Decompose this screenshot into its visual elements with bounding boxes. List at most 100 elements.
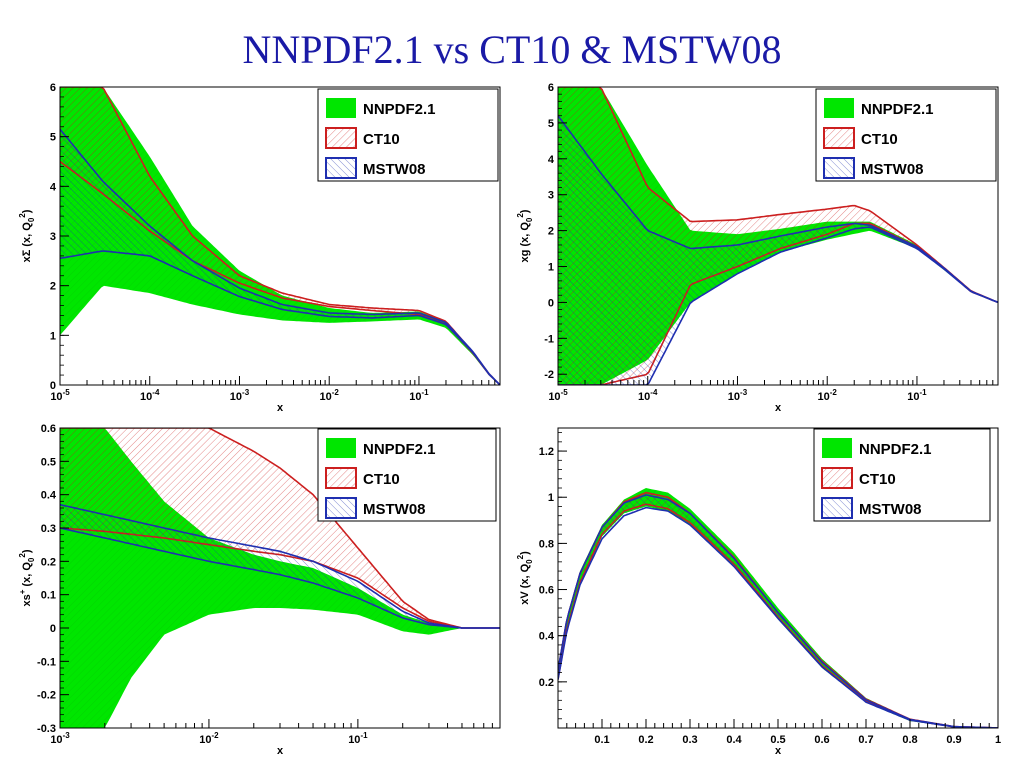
x-tick-label: 0.6 xyxy=(814,734,829,746)
x-tick-label: 0.3 xyxy=(682,734,697,746)
legend-label: CT10 xyxy=(859,471,896,488)
legend: NNPDF2.1 CT10 MSTW08 xyxy=(317,88,499,182)
y-tick-label: 0.6 xyxy=(41,423,56,435)
y-tick-label: 2 xyxy=(548,226,554,238)
legend-label: CT10 xyxy=(363,471,400,488)
y-tick-label: 0.4 xyxy=(41,490,57,502)
y-tick-label: 0 xyxy=(50,623,56,635)
ct10-band xyxy=(60,87,500,385)
legend-swatch-nnpdf xyxy=(822,438,852,458)
ct10-upper-line xyxy=(558,87,998,304)
mstw08-upper-line xyxy=(60,503,500,629)
chart-xg: 10-5 10-4 10-3 10-2 10-1 -2 -1 0 1 2 3 4 5 6 x xg (x, Q… xyxy=(516,83,999,414)
legend-label: MSTW08 xyxy=(363,161,426,178)
legend-swatch-nnpdf xyxy=(326,438,356,458)
y-tick-label: 4 xyxy=(50,181,57,193)
ct10-upper-line xyxy=(60,87,500,385)
x-tick-label: 10-4 xyxy=(638,388,658,403)
y-tick-label: 0.6 xyxy=(539,585,554,597)
legend-label: MSTW08 xyxy=(363,501,426,518)
ct10-band xyxy=(60,428,500,628)
legend-swatch-mstw08 xyxy=(821,497,853,519)
x-axis-label: x xyxy=(775,402,782,414)
x-tick-label: 0.8 xyxy=(902,734,917,746)
x-tick-label: 10-4 xyxy=(140,388,160,403)
y-tick-label: 5 xyxy=(548,118,554,130)
y-tick-label: 3 xyxy=(548,190,554,202)
x-tick-label: 0.9 xyxy=(946,734,961,746)
y-tick-label: 1 xyxy=(548,492,554,504)
legend-swatch-ct10 xyxy=(823,127,855,149)
legend-label: MSTW08 xyxy=(859,501,922,518)
slide-title: NNPDF2.1 vs CT10 & MSTW08 xyxy=(242,27,782,72)
legend-swatch-nnpdf xyxy=(824,98,854,118)
y-tick-label: -0.3 xyxy=(37,723,56,735)
legend-label: NNPDF2.1 xyxy=(363,101,436,118)
legend-label: MSTW08 xyxy=(861,161,924,178)
y-tick-label: 0.2 xyxy=(539,677,554,689)
mstw08-lower-line xyxy=(558,226,998,385)
x-tick-label: 10-5 xyxy=(548,388,568,403)
chart-xv: 0.1 0.2 0.3 0.4 0.5 0.6 0.7 0.8 0.9 1 0.2 0.4 0.6 0.8… xyxy=(516,427,1001,757)
y-tick-label: 0 xyxy=(50,380,56,392)
legend-swatch-mstw08 xyxy=(325,497,357,519)
x-tick-label: 10-2 xyxy=(818,388,838,403)
y-tick-label: 6 xyxy=(548,83,554,94)
y-axis-label: xV (x, Q02) xyxy=(516,551,534,605)
mstw08-lower-line xyxy=(558,506,998,728)
y-tick-label: 0.8 xyxy=(539,538,554,550)
y-tick-label: 0.2 xyxy=(41,556,56,568)
y-tick-label: 1 xyxy=(548,262,554,274)
y-tick-label: 4 xyxy=(548,154,555,166)
y-axis-label: xg (x, Q02) xyxy=(516,209,534,262)
x-tick-label: 10-3 xyxy=(728,388,748,403)
x-tick-label: 0.2 xyxy=(638,734,653,746)
y-tick-label: -2 xyxy=(544,369,554,381)
y-axis-label: xs+ (x, Q02) xyxy=(18,549,36,606)
y-tick-label: -0.2 xyxy=(37,690,56,702)
mstw08-lower-line xyxy=(60,250,500,385)
x-tick-label: 0.5 xyxy=(770,734,785,746)
legend-label: NNPDF2.1 xyxy=(363,441,436,458)
y-tick-label: 0 xyxy=(548,297,554,309)
y-tick-label: 3 xyxy=(50,231,56,243)
legend-label: NNPDF2.1 xyxy=(861,101,934,118)
y-tick-label: -1 xyxy=(544,333,554,345)
mstw08-band xyxy=(558,115,998,385)
y-tick-label: 6 xyxy=(50,83,56,94)
legend: NNPDF2.1 CT10 MSTW08 xyxy=(815,88,997,182)
y-tick-label: -0.1 xyxy=(37,656,56,668)
legend-swatch-ct10 xyxy=(325,467,357,489)
y-tick-label: 2 xyxy=(50,281,56,293)
mstw08-upper-line xyxy=(60,128,500,385)
legend-label: NNPDF2.1 xyxy=(859,441,932,458)
legend-swatch-ct10 xyxy=(325,127,357,149)
ct10-upper-line xyxy=(60,428,500,629)
x-tick-label: 10-1 xyxy=(907,388,927,403)
mstw08-band xyxy=(60,504,500,628)
x-tick-label: 0.1 xyxy=(594,734,609,746)
y-axis-label: xΣ (x, Q02) xyxy=(18,209,36,262)
mstw08-lower-line xyxy=(60,527,500,629)
legend-swatch-mstw08 xyxy=(325,157,357,179)
mstw08-upper-line xyxy=(558,115,998,304)
x-tick-label: 10-1 xyxy=(348,731,368,746)
legend-swatch-mstw08 xyxy=(823,157,855,179)
legend: NNPDF2.1 CT10 MSTW08 xyxy=(813,428,991,522)
x-axis-label: x xyxy=(277,402,284,414)
y-tick-label: 0.4 xyxy=(539,631,555,643)
legend-label: CT10 xyxy=(861,131,898,148)
x-axis-label: x xyxy=(775,745,782,757)
legend: NNPDF2.1 CT10 MSTW08 xyxy=(317,428,497,522)
y-tick-label: 0.5 xyxy=(41,456,56,468)
chart-xsplus: 10-3 10-2 10-1-0.3-0.2-0.100.10.20.30.40.5… xyxy=(18,423,501,757)
y-tick-label: 1.2 xyxy=(539,446,554,458)
x-tick-label: 10-2 xyxy=(320,388,340,403)
x-tick-label: 10-3 xyxy=(230,388,250,403)
x-tick-label: 1 xyxy=(995,734,1001,746)
y-tick-label: 1 xyxy=(50,330,56,342)
legend-swatch-ct10 xyxy=(821,467,853,489)
x-tick-label: 10-2 xyxy=(199,731,219,746)
y-tick-label: 5 xyxy=(50,132,56,144)
